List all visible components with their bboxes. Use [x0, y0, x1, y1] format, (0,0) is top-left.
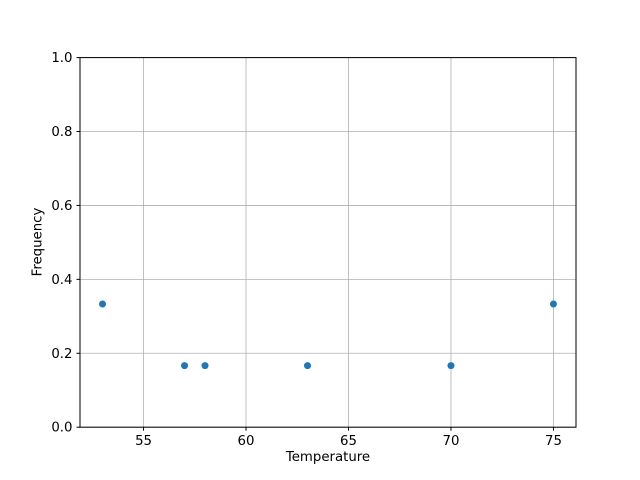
- x-tick-label: 65: [340, 434, 357, 449]
- x-tick-label: 60: [238, 434, 255, 449]
- y-tick-label: 0.4: [51, 273, 72, 288]
- y-axis-label: Frequency: [30, 208, 46, 277]
- data-point: [447, 362, 455, 370]
- x-axis-label: Temperature: [285, 450, 371, 465]
- axes-frame: [79, 57, 577, 428]
- x-tick-label: 70: [443, 434, 460, 449]
- x-tick-label: 55: [135, 434, 152, 449]
- y-tick-label: 0.2: [51, 347, 72, 362]
- y-tick-label: 0.6: [51, 199, 72, 214]
- y-tick-label: 1.0: [51, 51, 72, 66]
- data-point: [201, 362, 209, 370]
- data-point: [181, 362, 189, 370]
- data-point: [99, 300, 107, 308]
- y-tick-label: 0.8: [51, 125, 72, 140]
- y-tick-label: 0.0: [51, 421, 72, 436]
- x-tick-label: 75: [545, 434, 562, 449]
- data-point: [549, 300, 557, 308]
- data-point: [304, 362, 312, 370]
